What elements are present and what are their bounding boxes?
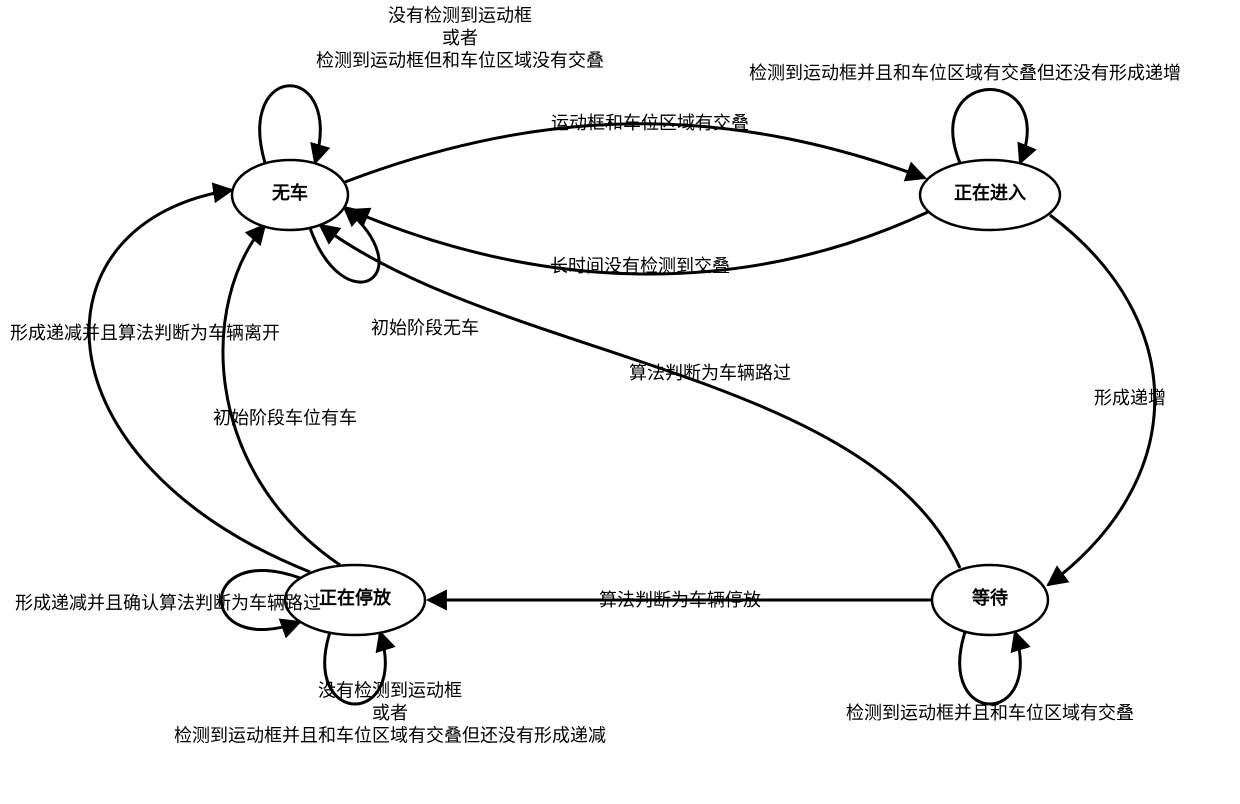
label-parked-to-no-car-init: 初始阶段车位有车 bbox=[213, 408, 357, 428]
label-entering-to-no-car: 长时间没有检测到交叠 bbox=[550, 256, 730, 276]
edge-parked-to-no-car-left bbox=[89, 190, 310, 572]
label-no-car-to-entering: 运动框和车位区域有交叠 bbox=[551, 113, 749, 133]
state-no-car-label: 无车 bbox=[272, 182, 308, 203]
state-entering-label: 正在进入 bbox=[954, 182, 1026, 203]
label-parked-self-left: 形成递减并且确认算法判断为车辆路过 bbox=[15, 593, 321, 613]
state-parked-label: 正在停放 bbox=[319, 587, 392, 608]
edge-entering-self bbox=[953, 90, 1028, 164]
label-entering-self: 检测到运动框并且和车位区域有交叠但还没有形成递增 bbox=[749, 63, 1181, 83]
state-wait-label: 等待 bbox=[972, 587, 1008, 608]
label-parked-self: 没有检测到运动框或者检测到运动框并且和车位区域有交叠但还没有形成递减 bbox=[174, 681, 606, 746]
state-no-car: 无车 bbox=[232, 160, 348, 230]
state-wait: 等待 bbox=[932, 565, 1048, 635]
state-diagram: 无车 正在进入 等待 正在停放 没有检测到运动框或者检测到运动框但和车位区域没有… bbox=[0, 0, 1240, 804]
edge-wait-self bbox=[960, 632, 1020, 704]
label-wait-to-parked: 算法判断为车辆停放 bbox=[599, 590, 761, 610]
edge-wait-to-no-car bbox=[320, 225, 960, 568]
label-no-car-self-bot: 初始阶段无车 bbox=[371, 318, 479, 338]
label-parked-to-no-car-left: 形成递减并且算法判断为车辆离开 bbox=[10, 323, 280, 343]
edge-no-car-self-top bbox=[260, 86, 320, 163]
edge-parked-to-no-car-init bbox=[223, 225, 340, 565]
state-entering: 正在进入 bbox=[920, 160, 1060, 230]
label-no-car-self-top: 没有检测到运动框或者检测到运动框但和车位区域没有交叠 bbox=[316, 6, 604, 71]
label-wait-self: 检测到运动框并且和车位区域有交叠 bbox=[846, 703, 1134, 723]
label-wait-to-no-car: 算法判断为车辆路过 bbox=[629, 363, 791, 383]
label-entering-to-wait: 形成递增 bbox=[1094, 388, 1166, 408]
